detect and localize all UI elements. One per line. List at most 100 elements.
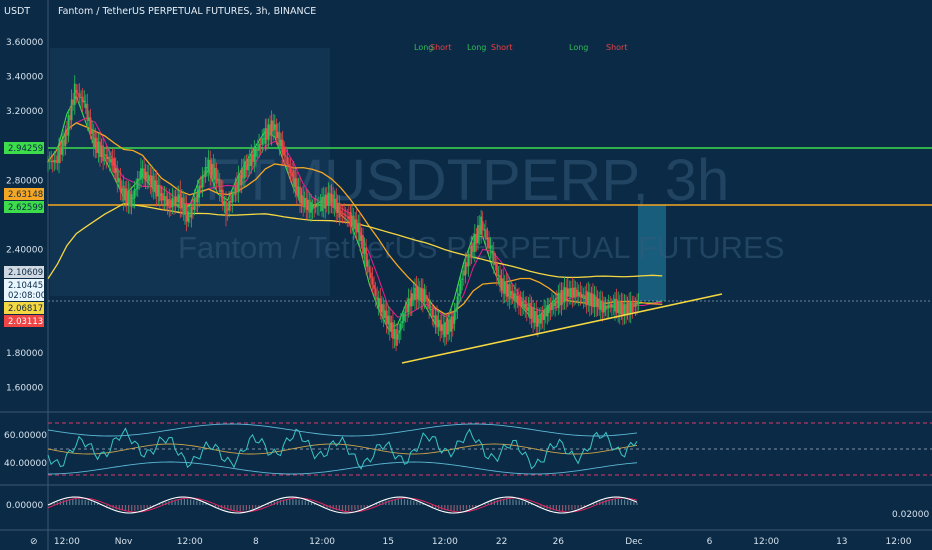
badge-ma-3-text: 2.03113 bbox=[8, 317, 43, 327]
candle-body bbox=[363, 247, 366, 254]
candle-body bbox=[368, 266, 371, 273]
candle-body bbox=[554, 300, 557, 307]
candle-body bbox=[577, 291, 580, 296]
candle-body bbox=[221, 189, 224, 205]
candle-body bbox=[129, 191, 131, 207]
osc-bb-upper bbox=[47, 423, 638, 437]
candle-body bbox=[579, 292, 582, 298]
candle-body bbox=[117, 178, 120, 183]
price-tick-label-0: 3.60000 bbox=[6, 38, 43, 48]
candle-body bbox=[113, 157, 116, 174]
candle-body bbox=[97, 141, 100, 153]
candle-body bbox=[66, 130, 68, 136]
candle-body bbox=[466, 262, 468, 267]
candle-body bbox=[83, 100, 86, 103]
badge-level-2-text: 2.62599 bbox=[8, 203, 43, 213]
candle-body bbox=[351, 215, 353, 227]
candle-body bbox=[360, 235, 363, 241]
candle-body bbox=[633, 304, 635, 307]
price-tick-label-1: 3.40000 bbox=[6, 73, 43, 83]
candle-body bbox=[116, 168, 119, 183]
candle-body bbox=[478, 225, 481, 235]
candle-body bbox=[92, 131, 95, 147]
candle-body bbox=[140, 168, 142, 180]
candle-body bbox=[94, 137, 97, 149]
candle-body bbox=[357, 223, 360, 233]
candle-body bbox=[486, 237, 489, 240]
candle-body bbox=[384, 310, 386, 318]
candle-body bbox=[84, 103, 87, 109]
candle-body bbox=[78, 93, 81, 98]
candle-body bbox=[122, 185, 125, 201]
candle-body bbox=[327, 192, 330, 206]
candle-body bbox=[401, 320, 404, 324]
candle-body bbox=[258, 143, 260, 151]
ascending-trendline[interactable] bbox=[401, 293, 723, 364]
candle-body bbox=[614, 298, 616, 312]
candle-body bbox=[532, 306, 534, 323]
candle-body bbox=[146, 171, 149, 182]
candle-body bbox=[225, 200, 227, 217]
candle-body bbox=[540, 314, 542, 324]
candle-body bbox=[365, 247, 368, 267]
badge-ma-2 bbox=[4, 302, 44, 314]
candle-body bbox=[599, 300, 602, 310]
candle-body bbox=[529, 302, 531, 319]
candle-body bbox=[281, 139, 284, 155]
candle-body bbox=[149, 175, 152, 184]
candle-body bbox=[259, 143, 262, 145]
candle-body bbox=[565, 287, 568, 300]
timezone-icon[interactable]: ⊘ bbox=[30, 537, 38, 547]
candle-body bbox=[204, 166, 207, 178]
candle-body bbox=[106, 156, 109, 160]
candle-body bbox=[299, 186, 301, 204]
candle-body bbox=[592, 293, 594, 308]
candle-body bbox=[349, 212, 352, 227]
candle-body bbox=[570, 288, 572, 298]
candle-body bbox=[436, 315, 438, 328]
candle-body bbox=[283, 147, 286, 156]
candle-body bbox=[409, 298, 412, 307]
candle-body bbox=[61, 139, 64, 155]
time-tick-label-11: 12:00 bbox=[753, 537, 779, 547]
candle-body bbox=[255, 148, 257, 157]
candle-body bbox=[333, 198, 336, 208]
candle-body bbox=[574, 287, 577, 298]
badge-ma bbox=[4, 266, 44, 278]
candle-body bbox=[321, 196, 323, 211]
candle-body bbox=[390, 322, 393, 332]
candle-body bbox=[596, 298, 599, 308]
candle-body bbox=[291, 172, 294, 177]
oscillator-pane: 60.00000 40.00000 bbox=[4, 422, 932, 476]
candle-body bbox=[86, 103, 89, 122]
candle-body bbox=[81, 96, 84, 103]
candle-body bbox=[598, 298, 601, 310]
candle-body bbox=[77, 93, 79, 95]
candle-body bbox=[306, 200, 309, 211]
candle-body bbox=[125, 188, 128, 204]
candle-body bbox=[73, 83, 76, 105]
candle-body bbox=[288, 164, 290, 167]
time-tick-label-6: 12:00 bbox=[432, 537, 458, 547]
badge-countdown-text: 02:08:00 bbox=[8, 291, 46, 301]
candle-body bbox=[251, 153, 254, 162]
candle-body bbox=[247, 159, 249, 171]
candle-body bbox=[584, 296, 586, 299]
candle-body bbox=[234, 187, 237, 195]
candle-body bbox=[615, 298, 618, 313]
candle-body bbox=[336, 202, 339, 213]
candle-body bbox=[445, 322, 448, 335]
candle-body bbox=[138, 178, 141, 180]
badge-last-price bbox=[4, 279, 44, 301]
candle-body bbox=[373, 284, 375, 289]
osc-rsi bbox=[47, 427, 638, 470]
candle-body bbox=[51, 160, 54, 163]
candle-body bbox=[88, 117, 90, 121]
time-tick-label-3: 8 bbox=[253, 537, 259, 547]
candle-body bbox=[48, 160, 51, 162]
candle-body bbox=[403, 313, 405, 322]
candle-body bbox=[111, 158, 114, 166]
candle-body bbox=[223, 201, 226, 205]
candle-body bbox=[557, 292, 560, 309]
